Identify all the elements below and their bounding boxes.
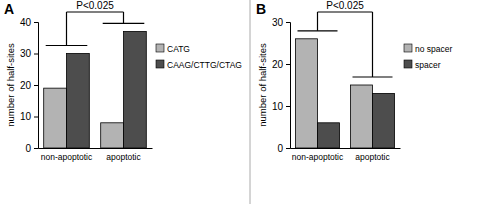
- bracket-line: [67, 11, 124, 12]
- y-tick: 10: [20, 111, 38, 122]
- y-tick-label: 0: [25, 143, 31, 154]
- y-axis-line: [286, 23, 291, 149]
- panel: B 0 10 20 30 non-apoptotic apoptotic number of …: [256, 0, 452, 162]
- bar: [67, 54, 90, 149]
- significance-bracket: [46, 12, 145, 46]
- legend-swatch: [156, 60, 164, 68]
- y-axis-line: [34, 23, 39, 149]
- x-tick-label: non-apoptotic: [292, 152, 344, 162]
- y-axis: 0 10 20 30 40: [20, 17, 39, 154]
- x-tick: apoptotic: [355, 148, 390, 162]
- y-tick-label: 10: [20, 111, 32, 122]
- annotation: P<0.025: [76, 0, 114, 11]
- bracket-line: [66, 12, 67, 46]
- panel-title: B: [256, 1, 266, 17]
- x-tick-label: non-apoptotic: [41, 152, 93, 162]
- panel: A 0 10 20 30 40 non-apoptotic apoptotic number o…: [4, 0, 242, 162]
- legend: CATG CAAG/CTTG/CTAG: [156, 44, 242, 70]
- y-tick-label: 30: [20, 48, 32, 59]
- legend-label: CAAG/CTTG/CTAG: [167, 60, 242, 70]
- x-tick: non-apoptotic: [41, 148, 93, 162]
- x-tick: non-apoptotic: [292, 148, 344, 162]
- bar: [296, 39, 318, 148]
- y-tick-label: 0: [277, 143, 283, 154]
- y-tick: 10: [272, 101, 290, 112]
- bracket-line: [123, 12, 124, 23]
- y-tick: 20: [20, 80, 38, 91]
- legend-label: no spacer: [415, 44, 452, 54]
- y-tick-mark: [34, 148, 38, 149]
- y-tick-mark: [34, 54, 38, 55]
- y-tick: 30: [272, 17, 290, 28]
- bars: [296, 39, 395, 148]
- y-axis-title: number of half-sites: [257, 43, 268, 127]
- x-tick-label: apoptotic: [355, 152, 390, 162]
- bar: [351, 85, 373, 148]
- legend-swatch: [404, 60, 412, 68]
- y-tick-label: 30: [272, 17, 284, 28]
- y-tick-mark: [286, 148, 290, 149]
- bar: [373, 93, 395, 148]
- y-tick-label: 20: [272, 59, 284, 70]
- panel-title: A: [4, 1, 14, 17]
- legend: no spacer spacer: [404, 44, 452, 70]
- x-axis: non-apoptotic apoptotic: [291, 148, 401, 162]
- bar: [124, 31, 147, 148]
- y-tick-label: 20: [20, 80, 32, 91]
- y-tick-label: 40: [20, 17, 32, 28]
- x-axis: non-apoptotic apoptotic: [39, 148, 153, 162]
- significance-bracket: [298, 12, 393, 77]
- bracket-line: [372, 12, 373, 77]
- y-tick-mark: [286, 106, 290, 107]
- bar: [44, 88, 67, 148]
- y-tick: 0: [277, 143, 290, 154]
- y-tick: 20: [272, 59, 290, 70]
- y-tick-mark: [286, 22, 290, 23]
- annotation: P<0.025: [326, 0, 364, 11]
- x-axis-line: [291, 148, 401, 149]
- y-axis-title: number of half-sites: [5, 43, 16, 127]
- legend-label: spacer: [415, 60, 441, 70]
- y-tick: 40: [20, 17, 38, 28]
- x-tick-label: apoptotic: [106, 152, 141, 162]
- bars: [44, 31, 147, 148]
- bracket-line: [318, 11, 373, 12]
- legend-swatch: [404, 44, 412, 52]
- x-axis-line: [39, 148, 153, 149]
- y-tick-label: 10: [272, 101, 284, 112]
- y-tick: 30: [20, 48, 38, 59]
- legend-swatch: [156, 44, 164, 52]
- x-tick: apoptotic: [106, 148, 141, 162]
- bracket-line: [317, 12, 318, 31]
- y-tick-mark: [286, 64, 290, 65]
- legend-label: CATG: [167, 44, 190, 54]
- y-axis: 0 10 20 30: [272, 17, 291, 154]
- y-tick-mark: [34, 85, 38, 86]
- y-tick-mark: [34, 117, 38, 118]
- bar: [318, 123, 340, 148]
- bar: [101, 123, 124, 148]
- y-tick: 0: [25, 143, 38, 154]
- panel-divider: [250, 0, 251, 204]
- y-tick-mark: [34, 22, 38, 23]
